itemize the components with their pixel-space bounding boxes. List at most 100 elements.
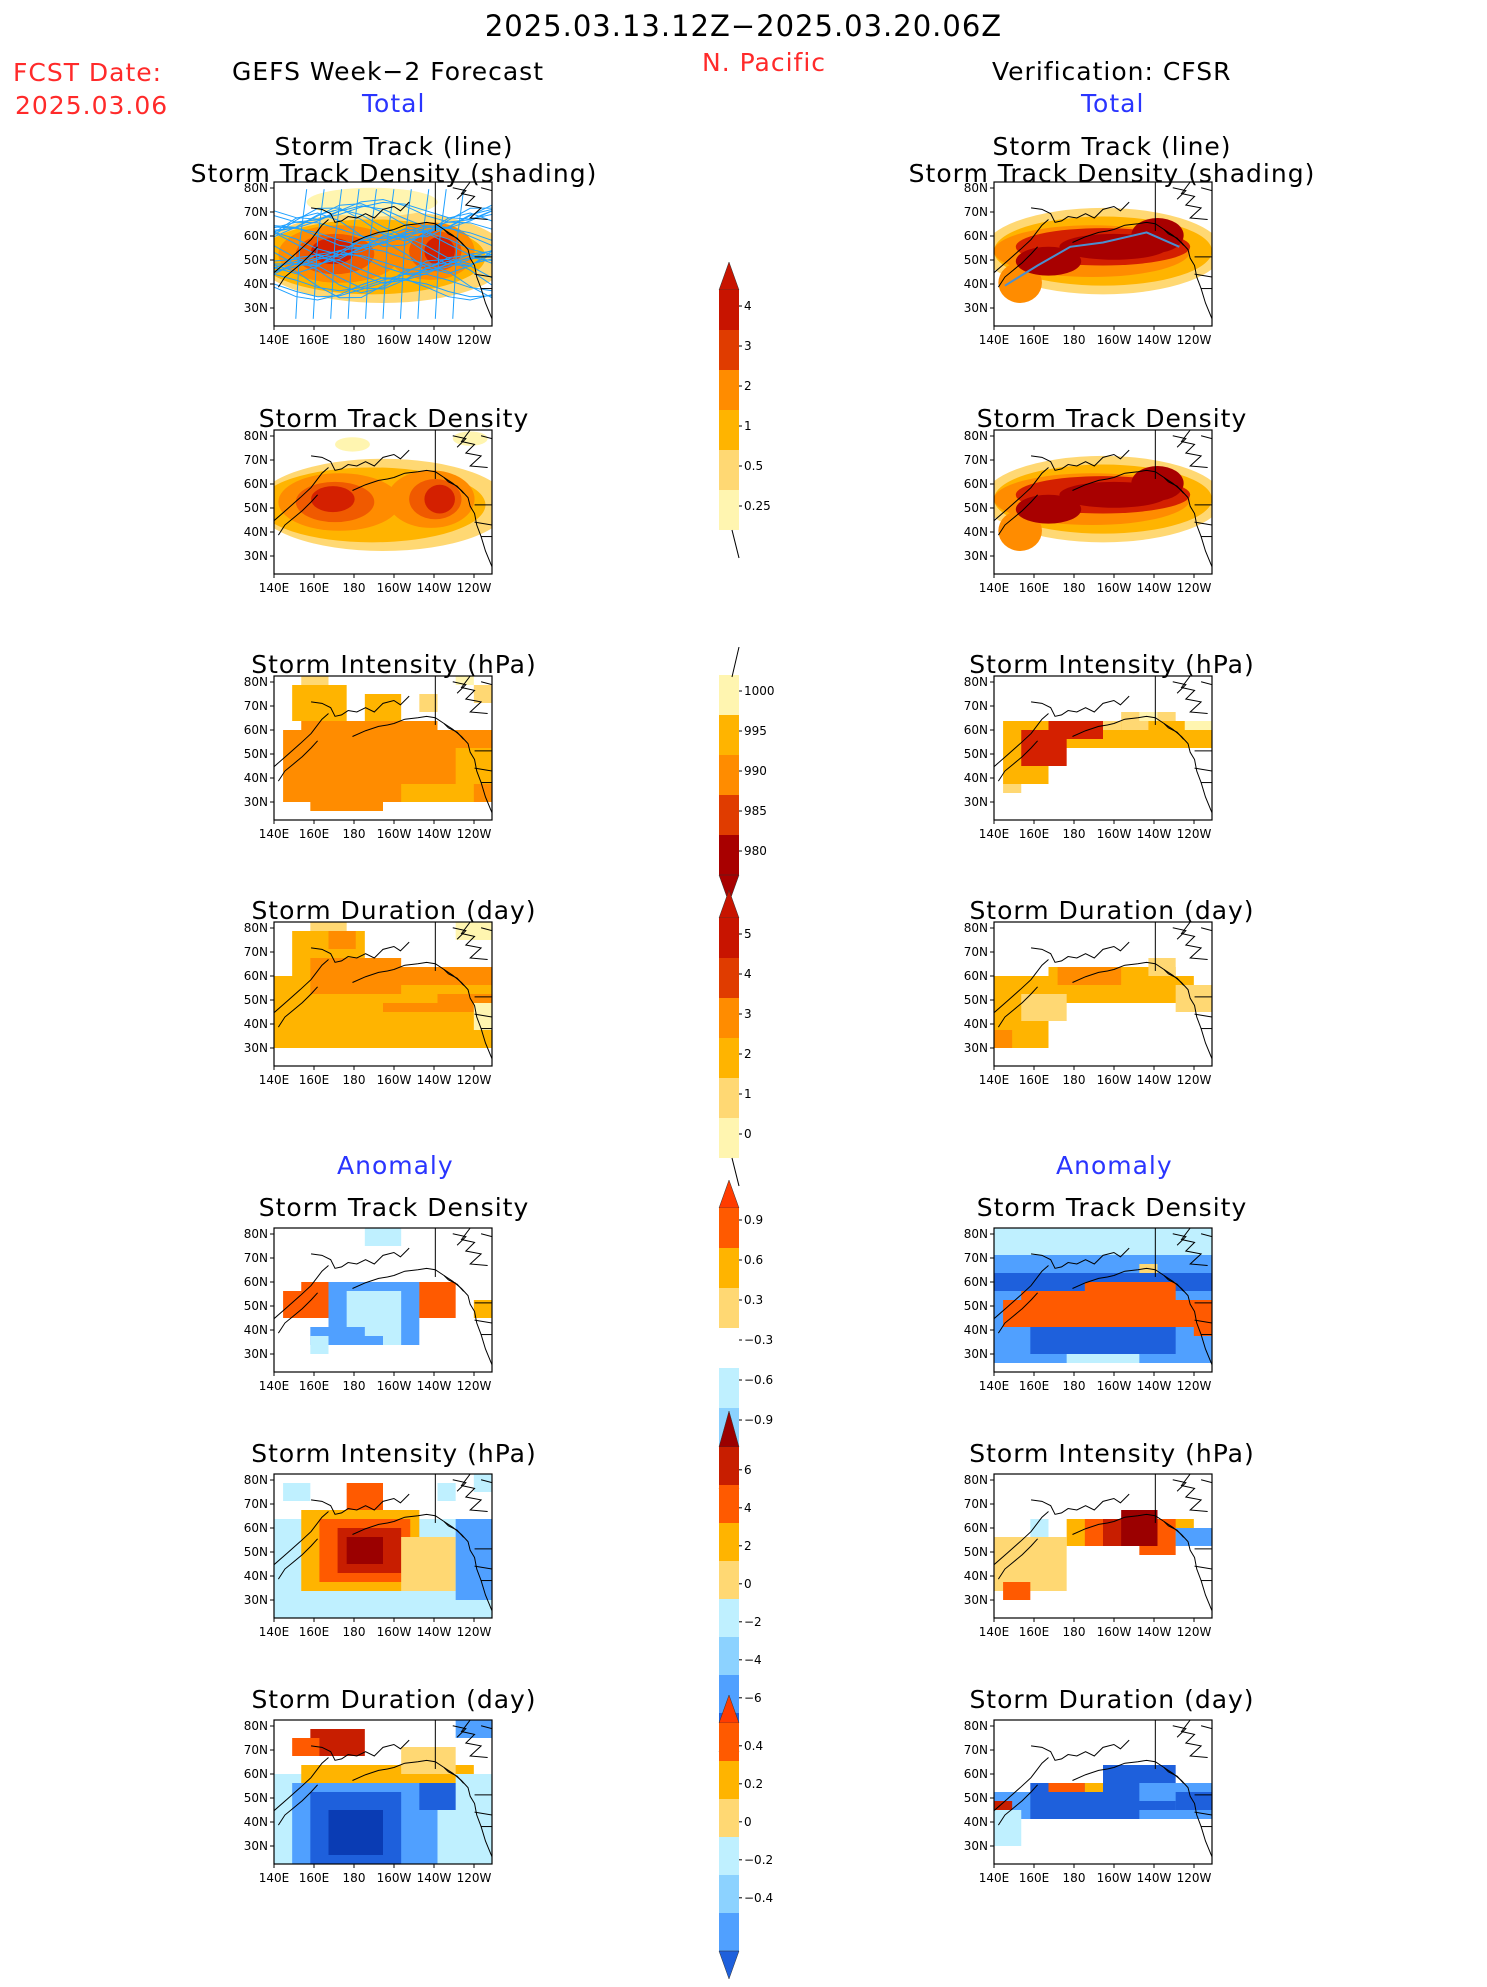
colorbar-label: −4 [744,1653,762,1667]
storm-track-line [295,189,308,319]
colorbar-segment [719,958,739,998]
y-tick-label: 60N [964,1521,988,1535]
period-title: 2025.03.13.12Z−2025.03.20.06Z [484,9,1003,43]
coastline [443,1275,465,1292]
x-tick-label: 140W [417,1073,452,1087]
x-tick-label: 140E [979,581,1010,595]
map-frame [273,1473,493,1619]
left-track-line-title: Storm Track (line) [274,132,514,161]
coastline [460,922,488,960]
storm-track-line [365,189,377,319]
coastline [994,713,1049,768]
grid-cell [283,1483,311,1501]
grid-cell [383,1003,438,1012]
coastline [997,1784,1038,1826]
coastline [1072,1521,1115,1535]
coastline [274,219,329,274]
y-tick-label: 80N [964,181,988,195]
coastline [474,767,492,772]
map-right-intensity: 80N 70N 60N 50N 40N 30N 140E 160E 180 160W 140W 120… [952,670,1227,849]
left-intensity-anom-title: Storm Intensity (hPa) [251,1439,537,1468]
x-tick-label: 180 [1063,1625,1086,1639]
grid-cell [1003,784,1022,793]
storm-track-line [274,203,492,233]
left-column-title: GEFS Week−2 Forecast [232,57,545,86]
grid-cell [455,1519,492,1600]
map-left-duration: 80N 70N 60N 50N 40N 30N 140E 160E 180 160W 140W 120… [232,916,507,1095]
x-tick-label: 140W [417,1625,452,1639]
coastline [1180,1228,1208,1266]
coastline [480,435,492,440]
x-tick-label: 160W [377,1073,412,1087]
grid-cell [383,967,492,985]
x-tick-label: 140E [979,1871,1010,1885]
storm-track-line [274,277,492,301]
x-tick-label: 160W [1097,1379,1132,1393]
x-tick-label: 140E [259,1073,290,1087]
colorbar-segment [719,1675,739,1713]
map-field [274,187,492,319]
colorbar-segment [719,1761,739,1799]
y-tick-label: 50N [244,1545,268,1559]
coastline [277,1292,318,1334]
x-tick-label: 140W [417,333,452,347]
colorbar-segment [719,835,739,875]
coastline [1030,449,1130,471]
colorbar-label: 5 [744,927,752,941]
y-tick-label: 30N [244,301,268,315]
colorbar-label: −2 [744,1615,762,1629]
coastline [443,969,465,986]
coastline [1030,941,1130,963]
grid-cell [364,694,402,721]
y-tick-label: 60N [964,969,988,983]
coastline [994,1757,1049,1812]
y-tick-label: 60N [964,1275,988,1289]
grid-cell [401,784,474,802]
coastline [352,969,395,983]
x-tick-label: 120W [457,581,492,595]
colorbar-duration-anomaly: 0.4 0.2 0 −0.2 −0.4 [717,1694,787,1987]
colorbar-label: 0.3 [744,1293,763,1307]
colorbar-label: 4 [744,299,752,313]
x-tick-label: 180 [1063,1073,1086,1087]
colorbar-segment [719,450,739,490]
colorbar-label: 1 [744,1087,752,1101]
left-duration-title: Storm Duration (day) [251,896,537,925]
y-tick-label: 50N [964,1545,988,1559]
x-tick-label: 180 [1063,1379,1086,1393]
map-right-density-anomaly: 80N 70N 60N 50N 40N 30N 140E 160E 180 160W 140W 120… [952,1222,1227,1401]
y-tick-label: 40N [244,1323,268,1337]
x-tick-label: 140E [259,1625,290,1639]
map-left-density: 80N 70N 60N 50N 40N 30N 140E 160E 180 160W 140W 120… [232,424,507,603]
coastline [452,681,467,694]
storm-track-line [330,189,343,319]
coastline [310,1247,410,1269]
grid-cell [1175,1792,1212,1810]
x-tick-label: 140W [1137,333,1172,347]
map-field [274,1720,492,1864]
y-tick-label: 70N [244,1251,268,1265]
map-left-intensity-anomaly: 80N 70N 60N 50N 40N 30N 140E 160E 180 160W 140W 120… [232,1468,507,1647]
density-contour [311,486,355,513]
y-tick-label: 50N [244,1791,268,1805]
coastline [474,1013,492,1018]
colorbar-label: −0.9 [744,1413,773,1427]
map-right-density: 80N 70N 60N 50N 40N 30N 140E 160E 180 160W 140W 120… [952,424,1227,603]
y-tick-label: 40N [964,1815,988,1829]
grid-cell [1175,730,1212,748]
grid-cell [292,1738,320,1756]
y-tick-label: 30N [244,1593,268,1607]
coastline [1163,477,1185,494]
y-tick-label: 60N [244,229,268,243]
colorbar-label: 1 [744,419,752,433]
coastline [1163,1275,1185,1292]
colorbar-segment [719,1078,739,1118]
density-contour [1059,481,1169,508]
map-right-duration: 80N 70N 60N 50N 40N 30N 140E 160E 180 160W 140W 120… [952,916,1227,1095]
grid-cell [1003,1582,1031,1600]
grid-cell [994,1810,1022,1846]
x-tick-label: 120W [457,1379,492,1393]
coastline [352,477,395,491]
coastline [274,713,329,768]
y-tick-label: 60N [244,1275,268,1289]
